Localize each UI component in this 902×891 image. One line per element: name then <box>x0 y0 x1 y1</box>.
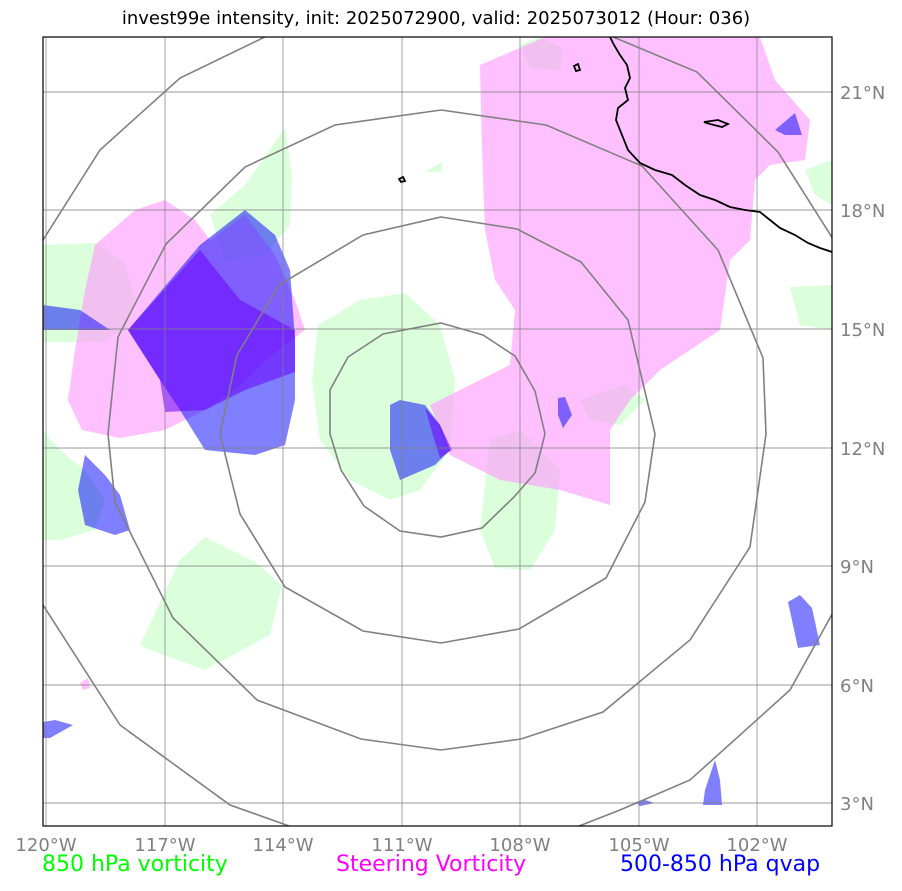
lon-tick-label: 120°W <box>15 835 76 856</box>
qvap-patch <box>558 397 572 428</box>
range-ring <box>329 322 546 538</box>
qvap-patch <box>43 720 73 738</box>
lat-tick-label: 9°N <box>840 557 874 578</box>
overlap-patch <box>425 408 452 458</box>
lat-tick-label: 3°N <box>840 794 874 815</box>
lat-tick-label: 21°N <box>840 83 885 104</box>
lon-tick-label: 108°W <box>489 835 550 856</box>
island <box>572 62 582 73</box>
lat-tick-label: 6°N <box>840 676 874 697</box>
vorticity-850-patch <box>790 285 832 330</box>
vorticity-850-patch <box>425 162 442 172</box>
lon-tick-label: 114°W <box>252 835 313 856</box>
lat-tick-label: 12°N <box>840 439 885 460</box>
lat-tick-label: 15°N <box>840 320 885 341</box>
coastline <box>397 37 832 253</box>
range-ring <box>43 37 832 826</box>
overlap-layer <box>128 250 452 458</box>
steering-vorticity-patch <box>80 678 90 690</box>
axes-frame <box>42 36 833 827</box>
steering-vorticity-patch <box>430 37 810 505</box>
qvap-patch <box>703 760 722 805</box>
island <box>397 175 407 184</box>
range-ring <box>219 216 656 644</box>
qvap-patch <box>78 455 130 535</box>
range-rings <box>43 37 832 826</box>
vorticity-850-patch <box>140 537 282 670</box>
legend-qvap: 500-850 hPa qvap <box>620 852 821 877</box>
qvap-patch <box>775 113 802 135</box>
lon-tick-label: 102°W <box>726 835 787 856</box>
lon-tick-label: 111°W <box>371 835 432 856</box>
legend-steering-vorticity: Steering Vorticity <box>336 852 527 877</box>
legend-vorticity-850: 850 hPa vorticity <box>42 852 228 877</box>
range-ring <box>107 109 767 751</box>
map-title: invest99e intensity, init: 2025072900, v… <box>121 8 751 29</box>
qvap-patch <box>788 595 820 648</box>
lon-tick-label: 117°W <box>134 835 195 856</box>
overlap-patch <box>128 250 295 412</box>
lat-lon-grid <box>43 37 832 826</box>
lon-tick-label: 105°W <box>608 835 669 856</box>
lat-tick-label: 18°N <box>840 201 885 222</box>
longitude-ticks: 120°W 117°W 114°W 111°W 108°W 105°W 102°… <box>15 835 787 856</box>
island <box>703 119 731 128</box>
coastline-mexico <box>609 37 832 253</box>
latitude-ticks: 21°N 18°N 15°N 12°N 9°N 6°N 3°N <box>840 83 885 815</box>
vorticity-850-patch <box>805 160 832 205</box>
qvap-patch <box>43 305 110 330</box>
